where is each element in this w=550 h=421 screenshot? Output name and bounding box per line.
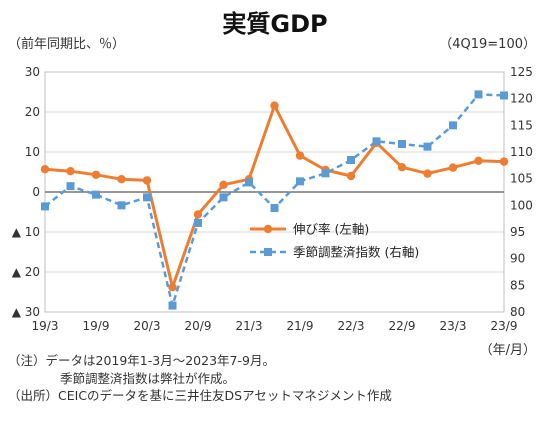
x-tick-label: 23/9 bbox=[491, 319, 518, 333]
legend: 伸び率 (左軸) 季節調整済指数 (右軸) bbox=[250, 222, 419, 260]
x-tick-label: 22/3 bbox=[338, 319, 365, 333]
x-tick-label: 21/9 bbox=[287, 319, 314, 333]
x-tick-label: 21/3 bbox=[236, 319, 263, 333]
footnotes: （注）データは2019年1-3月～2023年7-9月。 季節調整済指数は弊社が作… bbox=[8, 352, 392, 405]
data-point bbox=[474, 90, 483, 99]
right-tick-label: 100 bbox=[510, 198, 533, 212]
data-point bbox=[321, 169, 330, 178]
data-point bbox=[499, 157, 509, 166]
data-point bbox=[66, 182, 75, 191]
data-point bbox=[219, 180, 228, 189]
x-tick-label: 19/3 bbox=[32, 319, 59, 333]
data-point bbox=[500, 91, 508, 100]
right-tick-label: 85 bbox=[510, 278, 525, 292]
data-point bbox=[270, 204, 279, 212]
legend-label: 季節調整済指数 (右軸) bbox=[293, 245, 419, 260]
data-point bbox=[194, 218, 202, 227]
left-tick-label: ▲ 30 bbox=[12, 305, 40, 319]
data-point bbox=[372, 137, 381, 146]
left-tick-label: ▲ 20 bbox=[12, 265, 40, 279]
right-tick-label: 90 bbox=[510, 252, 525, 266]
x-tick-label: 20/9 bbox=[185, 319, 212, 333]
data-point bbox=[245, 178, 253, 187]
data-point bbox=[423, 169, 432, 178]
left-tick-label: 30 bbox=[25, 65, 40, 79]
data-point bbox=[270, 101, 279, 110]
series-line-2 bbox=[44, 93, 505, 307]
x-tick-label: 20/3 bbox=[134, 319, 161, 333]
legend-marker bbox=[263, 224, 273, 234]
series-line-1 bbox=[44, 104, 505, 289]
left-tick-label: ▲ 10 bbox=[12, 225, 40, 239]
data-point bbox=[448, 163, 458, 172]
source-line: （出所）CEICのデータを基に三井住友DSアセットマネジメント作成 bbox=[8, 388, 392, 403]
data-point bbox=[168, 301, 177, 310]
note-line-2: 季節調整済指数は弊社が作成。 bbox=[60, 370, 236, 386]
right-tick-label: 95 bbox=[510, 225, 525, 239]
x-tick-label: 22/9 bbox=[389, 319, 416, 333]
left-tick-label: 20 bbox=[25, 105, 40, 119]
data-point bbox=[423, 142, 432, 151]
data-point bbox=[397, 163, 407, 172]
data-point bbox=[398, 140, 406, 148]
data-point bbox=[168, 283, 177, 292]
right-tick-label: 115 bbox=[510, 118, 533, 132]
left-tick-label: 10 bbox=[25, 145, 40, 159]
data-point bbox=[40, 165, 50, 174]
data-point bbox=[347, 156, 355, 164]
data-point bbox=[92, 190, 100, 199]
left-axis-label: （前年同期比、％） bbox=[8, 37, 126, 52]
data-point bbox=[346, 171, 356, 181]
left-tick-label: 0 bbox=[32, 185, 40, 199]
note-line-1: （注）データは2019年1-3月～2023年7-9月。 bbox=[8, 353, 275, 368]
data-point bbox=[474, 156, 483, 165]
data-point bbox=[143, 193, 151, 202]
right-tick-label: 120 bbox=[510, 92, 533, 106]
data-point bbox=[41, 202, 49, 211]
right-tick-label: 125 bbox=[510, 65, 533, 79]
x-tick-label: 19/9 bbox=[83, 319, 110, 333]
data-point bbox=[219, 193, 228, 202]
data-point bbox=[193, 210, 203, 219]
data-point bbox=[296, 177, 304, 186]
data-point bbox=[295, 151, 305, 160]
data-point bbox=[142, 176, 152, 185]
data-point bbox=[117, 201, 126, 210]
data-point bbox=[66, 167, 75, 176]
right-tick-label: 110 bbox=[510, 145, 533, 159]
right-axis-label: （4Q19=100） bbox=[439, 37, 536, 52]
legend-label: 伸び率 (左軸) bbox=[293, 222, 369, 237]
x-tick-label: 23/3 bbox=[440, 319, 467, 333]
data-point bbox=[91, 170, 101, 179]
right-tick-label: 80 bbox=[510, 305, 525, 319]
data-point bbox=[449, 121, 457, 130]
data-point bbox=[117, 175, 126, 184]
legend-marker bbox=[264, 248, 272, 256]
series-layer bbox=[40, 90, 509, 310]
right-tick-label: 105 bbox=[510, 172, 533, 186]
chart-title: 実質GDP bbox=[222, 10, 328, 38]
x-axis-unit: （年/月） bbox=[479, 343, 536, 358]
